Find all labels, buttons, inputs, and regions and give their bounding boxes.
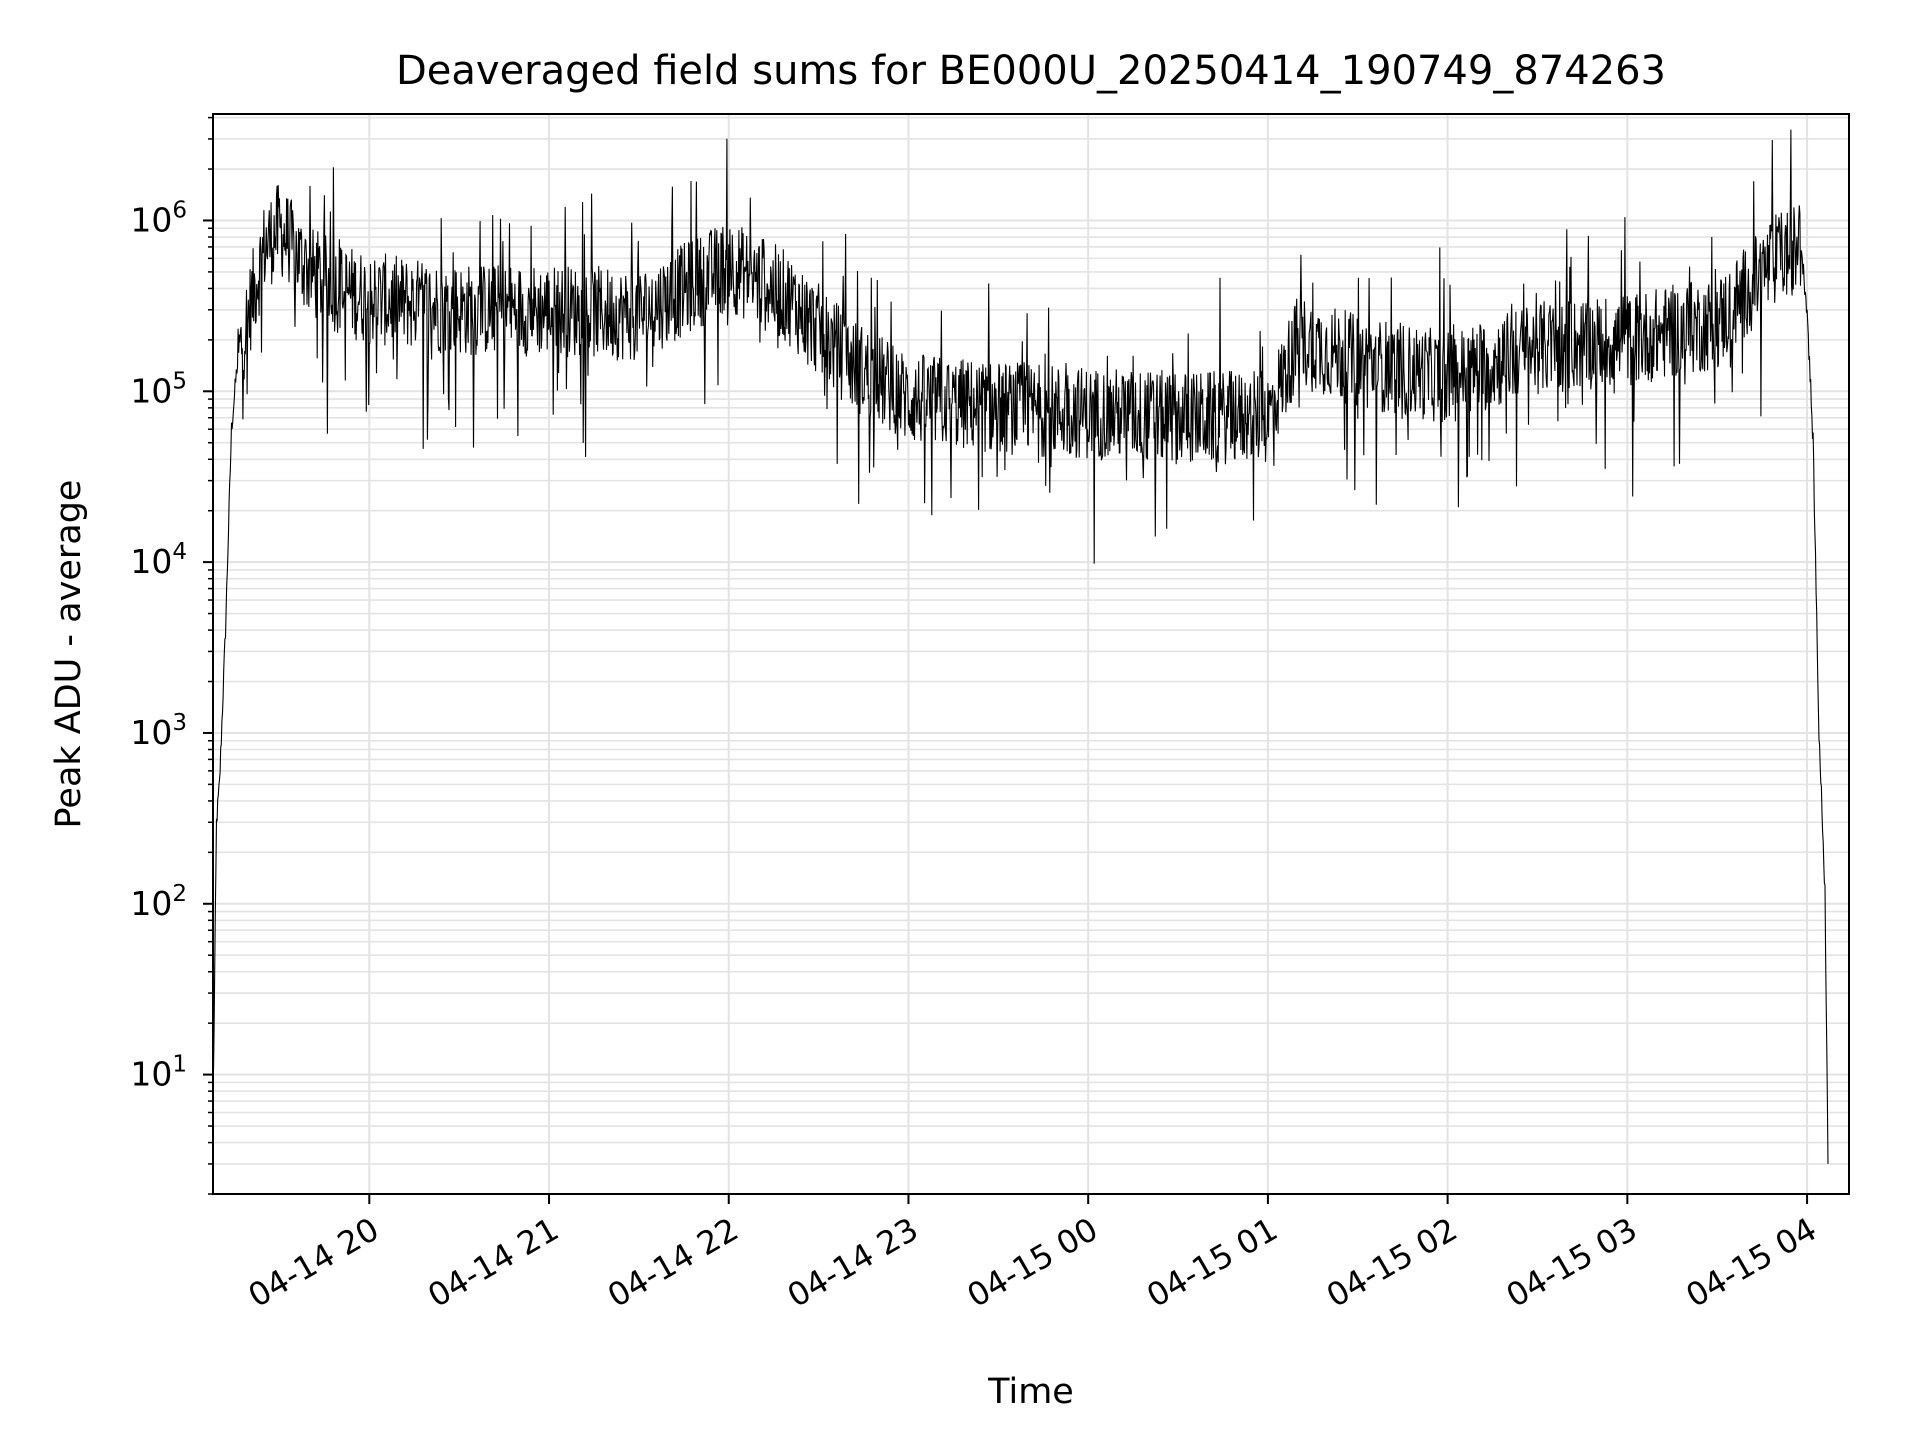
- chart-title: Deaveraged field sums for BE000U_2025041…: [396, 48, 1666, 94]
- plot-frame: [212, 113, 1850, 1195]
- y-tick-label: 102: [130, 881, 187, 923]
- y-tick-label: 101: [130, 1052, 187, 1094]
- y-tick-label: 106: [130, 197, 187, 239]
- y-tick-label: 104: [130, 539, 187, 581]
- series-line: [212, 129, 1829, 1164]
- y-axis-label: Peak ADU - average: [49, 480, 89, 829]
- y-tick-label: 105: [130, 368, 187, 410]
- x-axis-label: Time: [987, 1372, 1074, 1412]
- y-tick-label: 103: [130, 710, 187, 752]
- grid: [213, 114, 1849, 1195]
- series-layer: [212, 129, 1829, 1164]
